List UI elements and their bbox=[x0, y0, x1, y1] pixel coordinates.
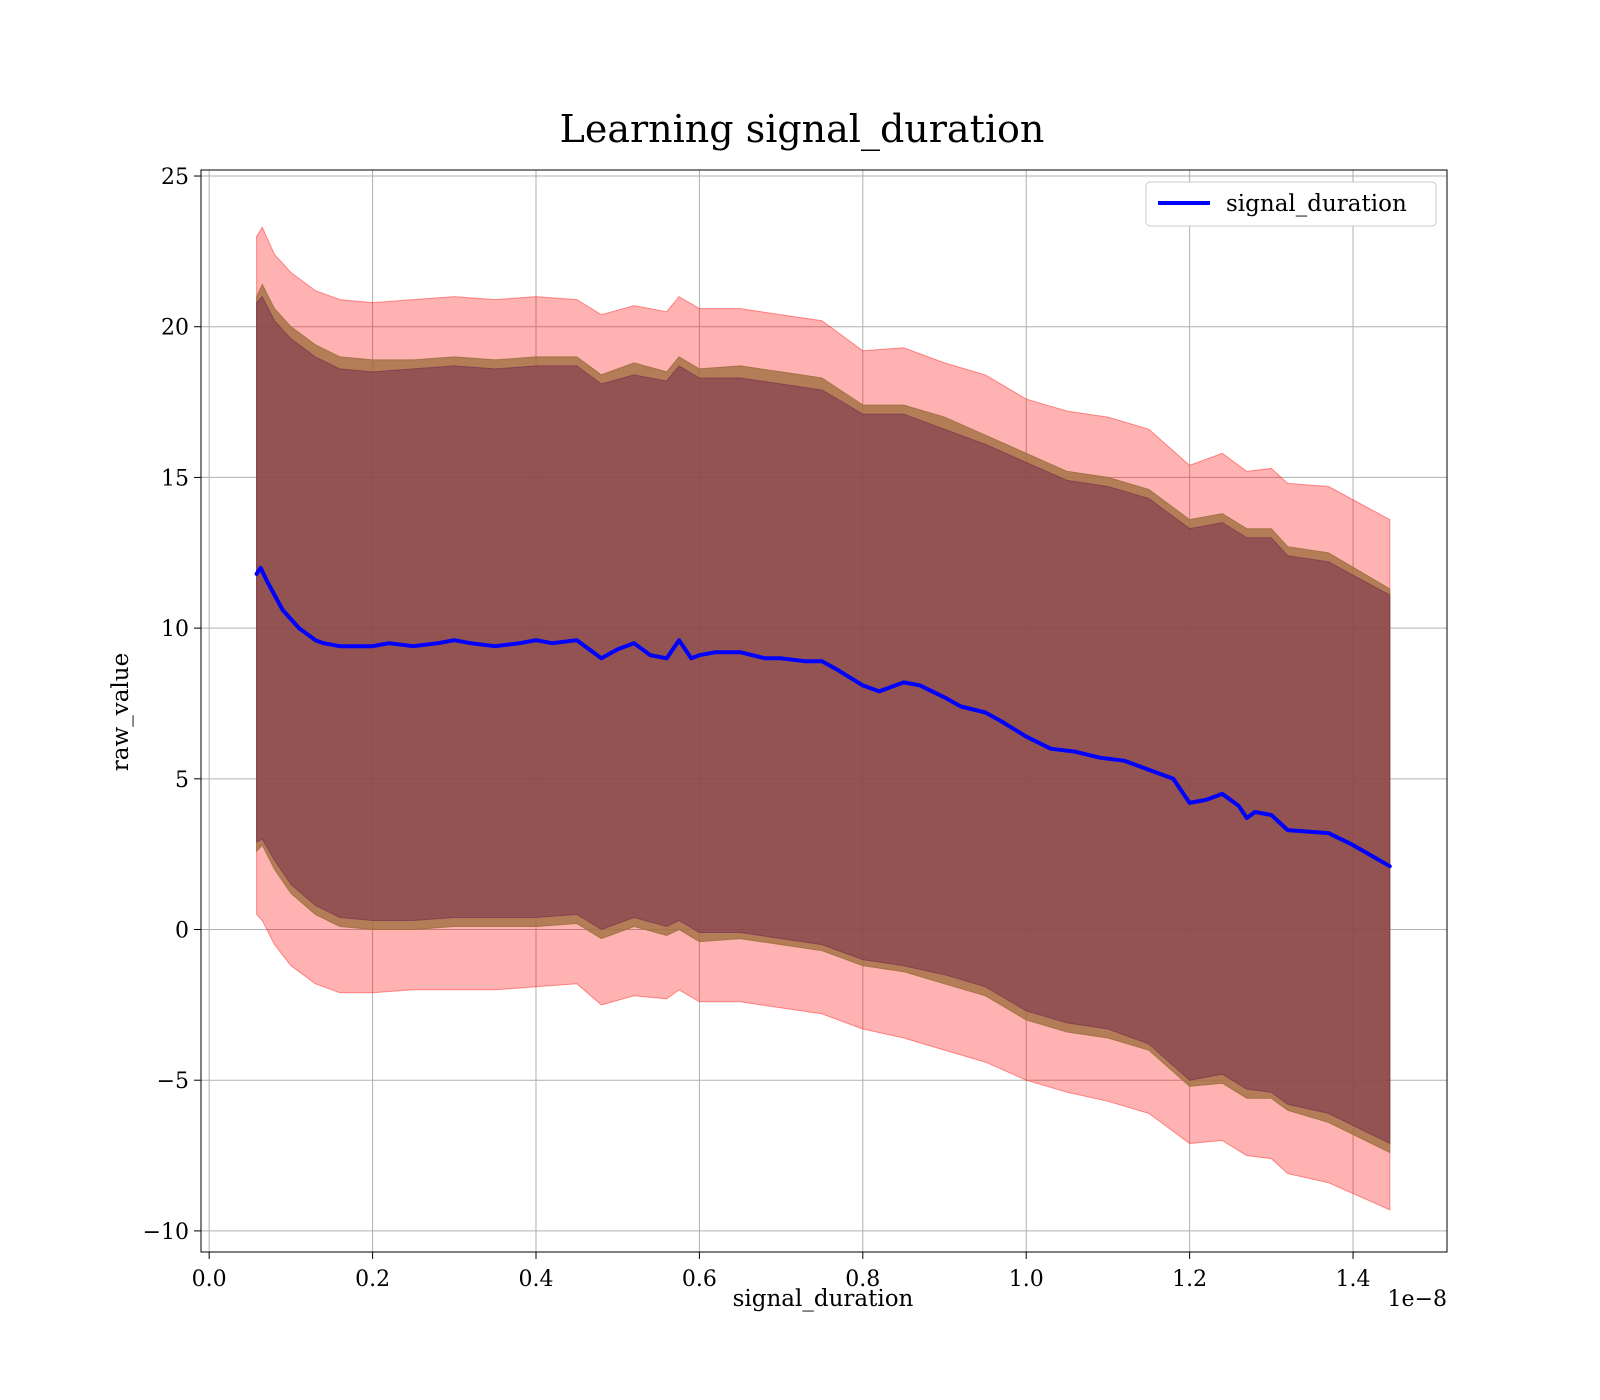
y-axis-label: raw_value bbox=[108, 653, 134, 771]
x-tick-label-1: 0.2 bbox=[355, 1267, 390, 1292]
x-axis: 0.0 0.2 0.4 0.6 0.8 1.0 1.2 1.4 bbox=[192, 1252, 1371, 1292]
x-tick-label-5: 1.0 bbox=[1009, 1267, 1044, 1292]
x-tick-label-7: 1.4 bbox=[1336, 1267, 1371, 1292]
y-tick-label-4: 10 bbox=[161, 617, 189, 642]
x-tick-label-0: 0.0 bbox=[192, 1267, 227, 1292]
x-tick-label-2: 0.4 bbox=[518, 1267, 553, 1292]
y-axis: −10 −5 0 5 10 15 20 25 bbox=[143, 165, 201, 1245]
y-tick-label-6: 20 bbox=[161, 316, 189, 341]
y-tick-label-3: 5 bbox=[175, 768, 189, 793]
x-axis-label: signal_duration bbox=[733, 1286, 914, 1312]
x-tick-label-6: 1.2 bbox=[1172, 1267, 1207, 1292]
legend: signal_duration bbox=[1145, 181, 1437, 227]
legend-box bbox=[1145, 181, 1437, 227]
legend-entry-label: signal_duration bbox=[1226, 191, 1407, 217]
chart-title: Learning signal_duration bbox=[560, 107, 1045, 152]
y-tick-label-1: −5 bbox=[157, 1069, 189, 1094]
plot-series bbox=[254, 565, 1392, 869]
plot-frame bbox=[200, 169, 1448, 1253]
x-axis-scale-label: 1e−8 bbox=[1388, 1287, 1447, 1312]
y-tick-label-7: 25 bbox=[161, 165, 189, 190]
y-tick-label-2: 0 bbox=[175, 919, 189, 944]
y-tick-label-5: 15 bbox=[161, 466, 189, 491]
y-tick-label-0: −10 bbox=[143, 1220, 189, 1245]
band-inner bbox=[256, 295, 1391, 1145]
x-tick-label-3: 0.6 bbox=[682, 1267, 717, 1292]
x-tick-label-4: 0.8 bbox=[845, 1267, 880, 1292]
plot-bands bbox=[256, 226, 1391, 1211]
series-line-0 bbox=[254, 565, 1392, 869]
